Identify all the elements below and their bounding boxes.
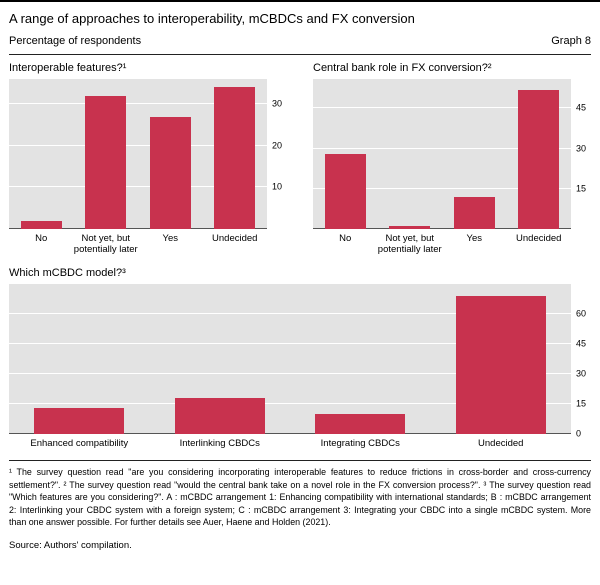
bar-no — [324, 154, 366, 229]
x-axis-labels: No Not yet, but potentially later Yes Undec… — [9, 233, 287, 256]
bar-interlinking-cbdcs — [174, 397, 265, 434]
y-tick-label: 60 — [576, 308, 587, 319]
x-category-label: Interlinking CBDCs — [179, 437, 260, 449]
y-axis: 15 30 45 — [571, 79, 591, 229]
x-category-label: Yes — [162, 233, 179, 244]
plot-area — [9, 283, 571, 434]
x-axis-line — [9, 432, 571, 434]
panel-mcbdc-model: Which mCBDC model?³ 0 15 30 45 60 Enhanced c… — [9, 267, 591, 449]
y-tick-label: 45 — [576, 338, 587, 349]
panel-title: Central bank role in FX conversion?² — [313, 62, 492, 74]
x-category-label: Enhanced compatibility — [30, 437, 129, 449]
plot-row: 0 15 30 45 60 — [9, 283, 591, 438]
footnotes: ¹ The survey question read "are you cons… — [9, 467, 591, 528]
chart-title: A range of approaches to interoperabilit… — [9, 11, 415, 26]
gridline — [313, 147, 571, 149]
bar-yes — [149, 116, 191, 229]
y-tick-label: 30 — [272, 98, 283, 109]
gridline — [9, 402, 571, 404]
panel-fx-conversion-role: Central bank role in FX conversion?² 15 3… — [313, 62, 591, 256]
y-tick-label: 15 — [576, 183, 587, 194]
x-category-label: Not yet, but potentially later — [73, 233, 138, 256]
gridline — [9, 312, 571, 314]
gridline — [313, 187, 571, 189]
bar-no — [20, 220, 62, 229]
bar-undecided — [518, 89, 560, 229]
y-tick-label: 30 — [576, 368, 587, 379]
bar-yes — [453, 196, 495, 229]
plot-area — [313, 79, 571, 229]
y-axis: 10 20 30 — [267, 79, 287, 229]
y-tick-label: 0 — [576, 428, 582, 439]
header-rule — [9, 54, 591, 55]
gridline — [9, 186, 267, 188]
x-category-label: No — [339, 233, 352, 244]
x-axis-line — [313, 228, 571, 229]
gridline — [9, 342, 571, 344]
x-axis-line — [9, 228, 267, 229]
x-category-label: No — [35, 233, 48, 244]
x-axis-labels: No Not yet, but potentially later Yes Undec… — [313, 233, 591, 256]
x-axis-labels: Enhanced compatibility Interlinking CBDCs… — [9, 438, 591, 449]
x-category-label: Not yet, but potentially later — [377, 233, 442, 256]
plot-area — [9, 79, 267, 229]
plot-row: 10 20 30 — [9, 79, 287, 229]
subtitle-row: Percentage of respondents Graph 8 — [9, 35, 591, 54]
panel-interoperable-features: Interoperable features?¹ 10 20 30 No Not ye… — [9, 62, 287, 256]
panel-title: Interoperable features?¹ — [9, 62, 127, 74]
gridline — [9, 144, 267, 146]
y-tick-label: 10 — [272, 181, 283, 192]
x-category-label: Yes — [466, 233, 483, 244]
bar-undecided — [455, 295, 546, 434]
x-category-label: Integrating CBDCs — [320, 437, 400, 449]
x-category-label: Undecided — [212, 233, 258, 244]
y-axis: 0 15 30 45 60 — [571, 284, 591, 438]
bar-not-yet-but-potentially-later — [85, 95, 127, 229]
y-tick-label: 15 — [576, 398, 587, 409]
bar-enhanced-compatibility — [34, 407, 125, 434]
gridline — [313, 107, 571, 109]
bar-not-yet-but-potentially-later — [389, 226, 431, 229]
y-tick-label: 30 — [576, 143, 587, 154]
graph-number: Graph 8 — [551, 35, 591, 47]
panel-title: Which mCBDC model?³ — [9, 266, 126, 279]
gridline — [9, 103, 267, 104]
x-category-label: Undecided — [516, 233, 562, 244]
y-tick-label: 45 — [576, 102, 587, 113]
gridline — [9, 372, 571, 374]
bar-undecided — [214, 87, 256, 229]
plot-row: 15 30 45 — [313, 79, 591, 229]
footnote-rule — [9, 460, 591, 462]
source-line: Source: Authors' compilation. — [9, 539, 132, 551]
x-category-label: Undecided — [478, 437, 524, 449]
bar-integrating-cbdcs — [315, 413, 406, 434]
units-label: Percentage of respondents — [9, 35, 142, 47]
top-panels: Interoperable features?¹ 10 20 30 No Not ye… — [9, 62, 591, 256]
y-tick-label: 20 — [272, 140, 283, 151]
top-rule — [0, 0, 600, 2]
